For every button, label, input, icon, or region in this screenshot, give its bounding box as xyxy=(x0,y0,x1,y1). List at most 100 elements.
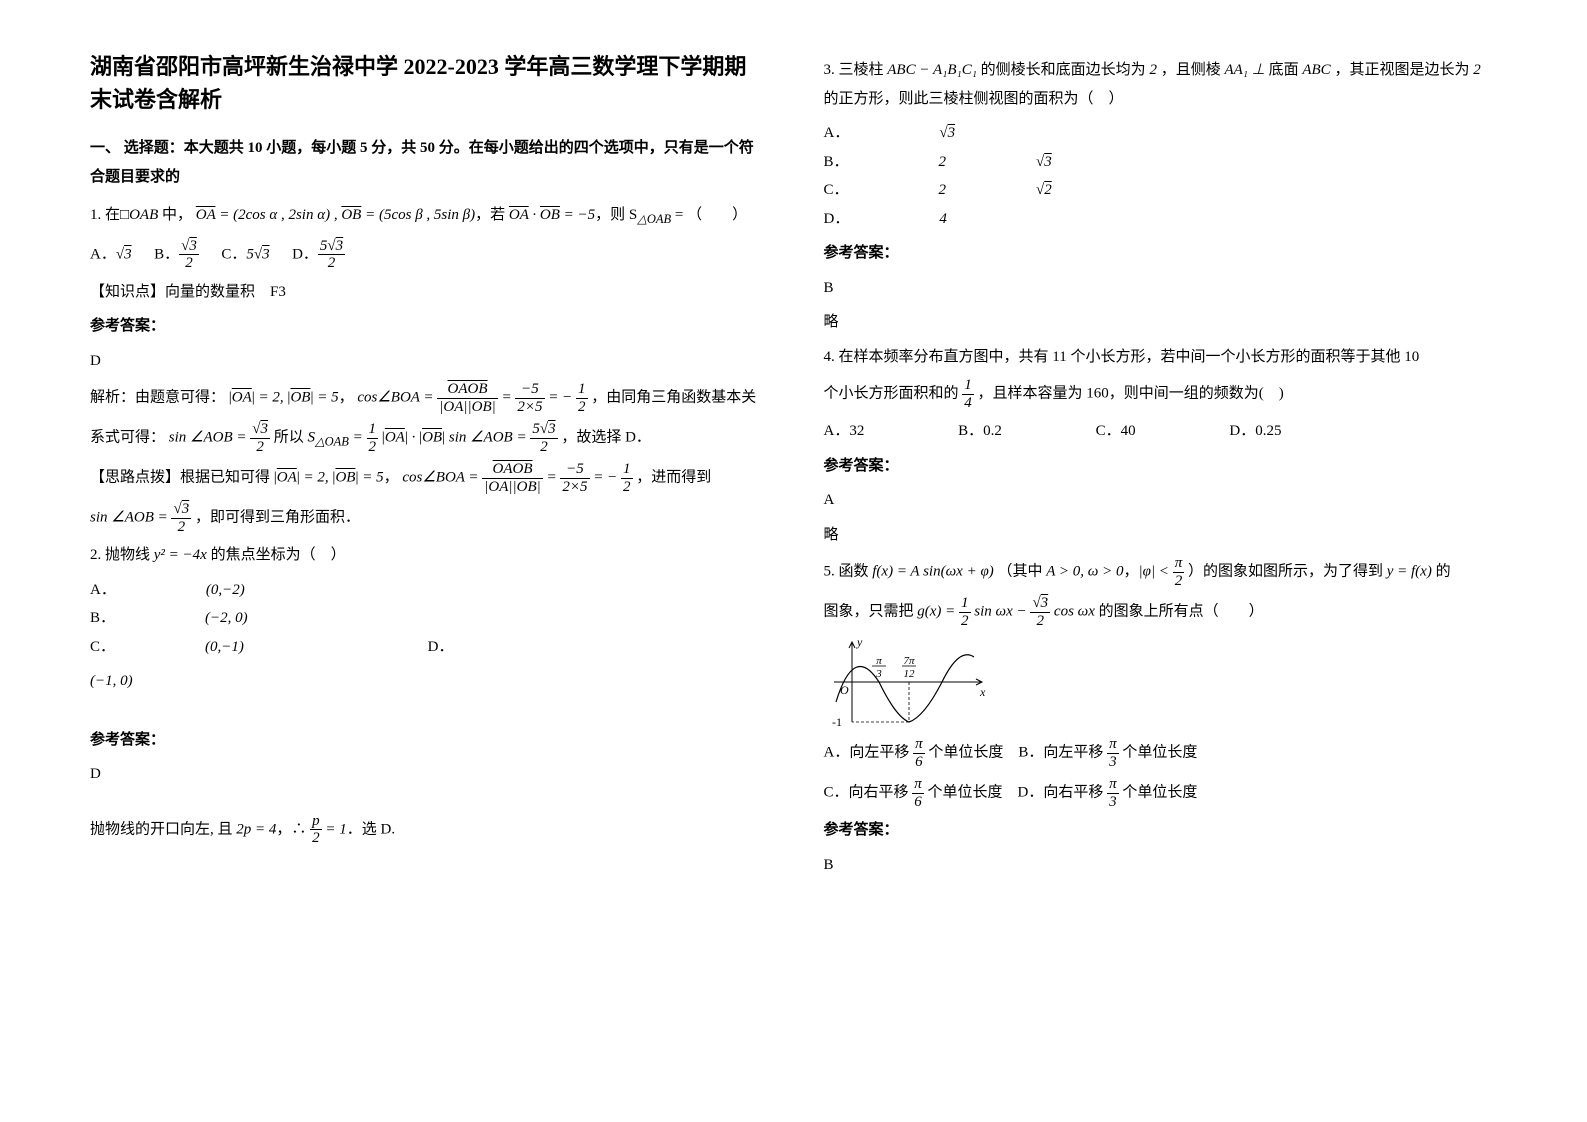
q3-c-val: 2 xyxy=(939,176,947,205)
q5-gx-lhs: g(x) = xyxy=(917,603,959,619)
q3-perp: ⊥ xyxy=(1248,62,1269,78)
q1-expl2-b: 所以 xyxy=(274,430,308,446)
q2-c-label: C． xyxy=(90,633,115,662)
question-3: 3. 三棱柱 ABC − A₁B₁C₁ 的侧棱长和底面边长均为 2 ，且侧棱 A… xyxy=(824,56,1498,113)
q1-mod-ob: OB xyxy=(290,390,310,406)
q1-cos-d3: 2 xyxy=(576,399,588,416)
q1-h-cos-eq2: = − xyxy=(593,470,617,486)
q5-answer-label: 参考答案： xyxy=(824,816,1498,845)
q1-ob-expr: = (5cos β , 5sin β) xyxy=(361,207,475,223)
q3-answer-label: 参考答案： xyxy=(824,239,1498,268)
q5-l2-b: 的图象上所有点（ ） xyxy=(1099,603,1264,619)
q2-expl-c: ．选 D. xyxy=(347,821,395,837)
svg-text:12: 12 xyxy=(903,668,915,680)
question-1: 1. 在□OAB 中， OA = (2cos α , 2sin α) , OB … xyxy=(90,201,764,232)
q1-dot-eq: = −5 xyxy=(560,207,595,223)
q1-stem-prefix: 1. 在 xyxy=(90,207,120,223)
q1-h-cos-d2: 2×5 xyxy=(560,479,589,496)
q1-sin-num: 3 xyxy=(260,421,268,437)
q1-explain-1: 解析：由题意可得： |OA| = 2, |OB| = 5， cos∠BOA = … xyxy=(90,381,764,415)
q5-a-a: A．向左平移 xyxy=(824,744,914,760)
q5-g2-root: 3 xyxy=(1041,595,1049,611)
q1-s-res-num: 5 xyxy=(532,421,540,437)
q2-answer-label: 参考答案： xyxy=(90,726,764,755)
q1-oa-vec: OA xyxy=(196,207,216,223)
q2-expl-b: ，∴ xyxy=(276,821,310,837)
q1-hint-b: ，进而得到 xyxy=(636,470,711,486)
q1-h-cos-n2: −5 xyxy=(560,461,589,479)
q3-f: 的正方形，则此三棱柱侧视图的面积为（ ） xyxy=(824,91,1124,107)
q4-b: 个小长方形面积和的 xyxy=(824,385,963,401)
q1-h-ob-val: = 5 xyxy=(358,470,383,486)
q1-s-res-root: 3 xyxy=(548,421,556,437)
q1-s-oa: OA xyxy=(385,430,405,446)
q3-two2: 2 xyxy=(1473,62,1481,78)
q1-dot: · xyxy=(529,207,540,223)
question-5-line1: 5. 函数 f(x) = A sin(ωx + φ) （其中 A > 0, ω … xyxy=(824,555,1498,589)
q1-mod-oa-val: = 2, xyxy=(255,390,288,406)
q3-a-label: A． xyxy=(824,119,850,148)
question-2: 2. 抛物线 y² = −4x 的焦点坐标为（ ） xyxy=(90,541,764,570)
q5-chart: yxO-1π37π12 xyxy=(824,635,994,730)
q1-h-cos-n3: 1 xyxy=(621,461,633,479)
q1-oa-expr: = (2cos α , 2sin α) , xyxy=(215,207,341,223)
q1-s-dot: · xyxy=(408,430,419,446)
q1-oab: □OAB xyxy=(120,207,158,223)
q2-a-val: (0,−2) xyxy=(206,576,245,605)
q2-explain: 抛物线的开口向左, 且 2p = 4，∴ p2 = 1．选 D. xyxy=(90,813,764,847)
q5-e: 的 xyxy=(1432,563,1451,579)
q3-a: 3. 三棱柱 xyxy=(824,62,888,78)
q2-expl-eq1: 2p = 4 xyxy=(236,821,276,837)
q5-cond1: A > 0, ω > 0 xyxy=(1046,563,1123,579)
q1-h-oa-val: = 2, xyxy=(300,470,333,486)
q1-s-eq: = xyxy=(349,430,367,446)
q5-b-n: π xyxy=(1107,736,1119,754)
q1-cos-n2: −5 xyxy=(515,381,544,399)
q3-options: A．√3 B．2√3 C．2√2 D．4 xyxy=(824,119,1498,233)
q1-opt-d-num: 5 xyxy=(320,238,328,254)
q1-sin-den: 2 xyxy=(250,439,270,456)
q5-yfx: y = f(x) xyxy=(1387,563,1432,579)
question-5-line2: 图象，只需把 g(x) = 12 sin ωx − √32 cos ωx 的图象… xyxy=(824,595,1498,629)
q1-expl1-b: ， xyxy=(339,390,354,406)
svg-text:3: 3 xyxy=(875,668,882,680)
q1-h2-num: 3 xyxy=(182,501,190,517)
svg-text:x: x xyxy=(979,685,986,699)
q5-phi-d: 2 xyxy=(1173,573,1185,590)
q1-s-half-d: 2 xyxy=(367,439,379,456)
q1-h-cos-den-oa: OA xyxy=(488,479,508,495)
q1-opt-d-root: 3 xyxy=(336,238,344,254)
q5-c-d: 6 xyxy=(912,794,924,811)
q4-frac-d: 4 xyxy=(962,395,974,412)
q3-explain: 略 xyxy=(824,308,1498,337)
q1-s-sin: sin ∠AOB = xyxy=(445,430,530,446)
question-4-line2: 个小长方形面积和的 14 ，且样本容量为 160，则中间一组的频数为( ) xyxy=(824,377,1498,411)
q5-b-d: 3 xyxy=(1107,754,1119,771)
q2-frac-d: 2 xyxy=(310,830,322,847)
q5-c-b: 个单位长度 xyxy=(924,784,1003,800)
q3-abc1: ABC − A₁B₁C₁ xyxy=(887,62,977,78)
q1-h-cos-den-ob: OB xyxy=(517,479,537,495)
q1-opt-b-den: 2 xyxy=(179,255,199,272)
q1-h2-den: 2 xyxy=(171,519,191,536)
q1-expl2-c: ，故选择 D． xyxy=(561,430,651,446)
q1-cos-eq2: = − xyxy=(548,390,572,406)
q1-opt-c-val: 5 xyxy=(246,246,254,262)
q3-abc: ABC xyxy=(1302,62,1330,78)
q2-stem-a: 2. 抛物线 xyxy=(90,547,154,563)
q3-c: ，且侧棱 xyxy=(1157,62,1225,78)
q3-aa1: AA₁ xyxy=(1224,62,1248,78)
q5-d-d: 3 xyxy=(1107,794,1119,811)
q1-h-cos-num: OAOB xyxy=(482,461,543,479)
q3-b: 的侧棱长和底面边长均为 xyxy=(977,62,1150,78)
q1-h-oa: OA xyxy=(277,470,297,486)
q1-hint2-b: ，即可得到三角形面积． xyxy=(195,510,360,526)
q3-c-root: 2 xyxy=(1044,176,1052,205)
q1-mid1: 中， xyxy=(158,207,192,223)
q5-a-d: 6 xyxy=(913,754,925,771)
q4-options: A．32 B．0.2 C．40 D．0.25 xyxy=(824,417,1498,446)
q4-answer: A xyxy=(824,486,1498,515)
q1-opt-d-den: 2 xyxy=(318,255,345,272)
q1-cos-d2: 2×5 xyxy=(515,399,544,416)
svg-text:y: y xyxy=(856,635,863,649)
